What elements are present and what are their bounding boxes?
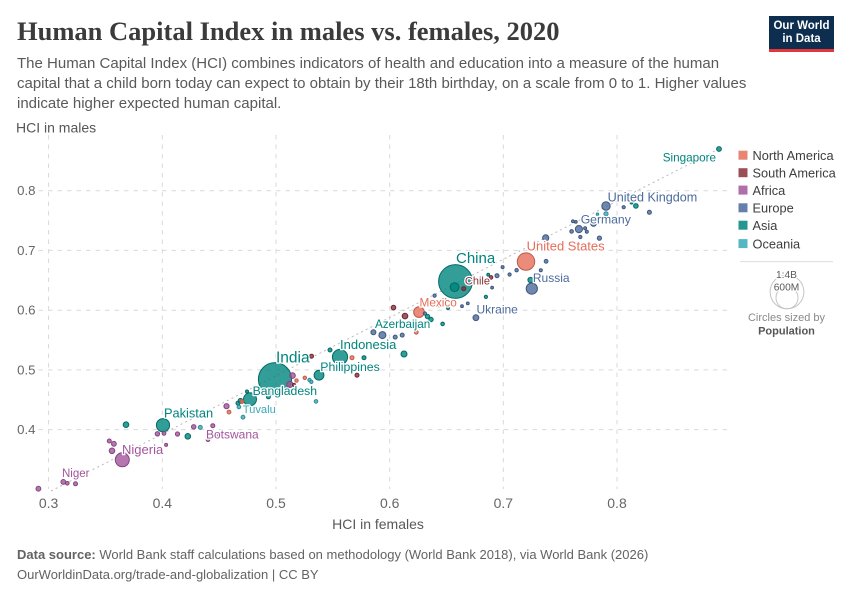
svg-text:Russia: Russia: [533, 271, 570, 285]
svg-text:600M: 600M: [774, 283, 799, 294]
svg-text:Botswana: Botswana: [206, 428, 259, 442]
svg-text:Pakistan: Pakistan: [164, 406, 213, 421]
svg-text:Asia: Asia: [753, 218, 779, 233]
svg-text:0.4: 0.4: [153, 495, 173, 511]
svg-text:Population: Population: [758, 326, 815, 338]
svg-text:Germany: Germany: [581, 213, 632, 227]
svg-text:North America: North America: [753, 148, 835, 163]
svg-text:0.8: 0.8: [17, 183, 35, 198]
svg-text:Indonesia: Indonesia: [340, 337, 397, 352]
svg-text:Africa: Africa: [753, 183, 787, 198]
svg-text:0.8: 0.8: [607, 495, 627, 511]
svg-text:1:4B: 1:4B: [776, 270, 797, 281]
svg-text:China: China: [456, 250, 496, 267]
svg-text:0.3: 0.3: [39, 495, 59, 511]
svg-text:Nigeria: Nigeria: [122, 442, 164, 457]
svg-text:0.7: 0.7: [17, 243, 35, 258]
svg-text:Philippines: Philippines: [320, 360, 379, 374]
svg-text:Circles sized by: Circles sized by: [748, 312, 826, 324]
svg-text:Azerbaijan: Azerbaijan: [375, 318, 430, 331]
svg-text:0.7: 0.7: [494, 495, 514, 511]
svg-text:Ukraine: Ukraine: [477, 303, 519, 317]
svg-text:HCI in males: HCI in males: [16, 120, 96, 136]
svg-text:Chile: Chile: [465, 275, 490, 287]
svg-text:Niger: Niger: [62, 468, 90, 480]
svg-text:0.5: 0.5: [17, 362, 35, 377]
svg-text:Singapore: Singapore: [663, 152, 716, 165]
svg-text:Tuvalu: Tuvalu: [243, 404, 276, 416]
svg-text:0.5: 0.5: [266, 495, 286, 511]
svg-text:Bangladesh: Bangladesh: [253, 384, 317, 398]
svg-text:South America: South America: [753, 165, 837, 180]
svg-text:0.4: 0.4: [17, 422, 35, 437]
svg-text:United States: United States: [527, 238, 606, 253]
svg-text:United Kingdom: United Kingdom: [608, 191, 698, 205]
svg-text:Mexico: Mexico: [420, 295, 458, 309]
svg-text:Europe: Europe: [753, 201, 794, 216]
svg-text:HCI in females: HCI in females: [332, 516, 424, 532]
svg-text:0.6: 0.6: [380, 495, 400, 511]
svg-text:Oceania: Oceania: [753, 236, 802, 251]
svg-text:India: India: [276, 350, 310, 367]
svg-text:0.6: 0.6: [17, 303, 35, 318]
